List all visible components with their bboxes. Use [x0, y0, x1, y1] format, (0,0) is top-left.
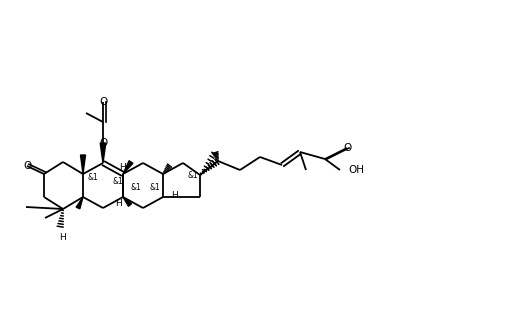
Text: H: H	[119, 164, 125, 172]
Text: &1: &1	[131, 183, 141, 192]
Text: OH: OH	[348, 165, 364, 175]
Text: &1: &1	[88, 174, 99, 182]
Text: &1: &1	[112, 176, 123, 186]
Text: O: O	[343, 143, 351, 153]
Text: O: O	[99, 138, 107, 148]
Polygon shape	[100, 143, 106, 163]
Text: O: O	[99, 97, 107, 107]
Polygon shape	[123, 161, 133, 174]
Text: O: O	[23, 161, 31, 171]
Polygon shape	[76, 197, 83, 209]
Text: H: H	[172, 192, 179, 201]
Text: &1: &1	[150, 183, 160, 192]
Text: H: H	[60, 234, 67, 242]
Text: &1: &1	[188, 171, 198, 180]
Polygon shape	[80, 155, 86, 174]
Text: H: H	[115, 199, 121, 208]
Polygon shape	[123, 197, 132, 206]
